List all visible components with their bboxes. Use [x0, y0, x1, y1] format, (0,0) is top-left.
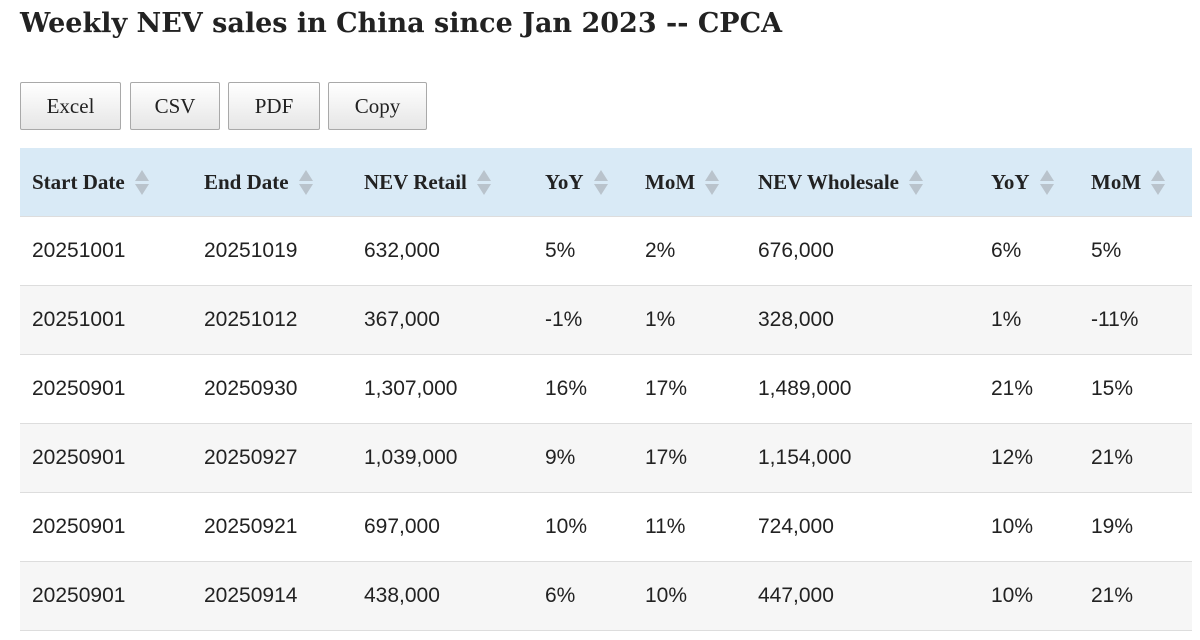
- column-header-label: MoM: [1091, 169, 1142, 194]
- cell-start-date: 20251001: [20, 285, 192, 355]
- cell-nev-wholesale: 1,489,000: [746, 354, 979, 424]
- cell-end-date: 20250914: [192, 561, 352, 631]
- cell-wholesale-mom: 5%: [1079, 216, 1192, 286]
- sort-both-icon: [1039, 169, 1054, 195]
- sales-table: Start Date End Date NEV Retail YoY MoM N…: [20, 148, 1192, 631]
- table-row: 20250901 20250921 697,000 10% 11% 724,00…: [20, 492, 1192, 562]
- cell-wholesale-mom: 21%: [1079, 423, 1192, 493]
- cell-end-date: 20250927: [192, 423, 352, 493]
- cell-wholesale-mom: -11%: [1079, 285, 1192, 355]
- cell-start-date: 20251001: [20, 216, 192, 286]
- cell-retail-yoy: 5%: [533, 216, 633, 286]
- sort-both-icon: [705, 169, 720, 195]
- cell-retail-mom: 11%: [633, 492, 746, 562]
- cell-end-date: 20251012: [192, 285, 352, 355]
- table-header-row: Start Date End Date NEV Retail YoY MoM N…: [20, 148, 1192, 217]
- table-row: 20250901 20250927 1,039,000 9% 17% 1,154…: [20, 423, 1192, 493]
- column-header-end-date[interactable]: End Date: [192, 148, 352, 217]
- cell-nev-retail: 367,000: [352, 285, 533, 355]
- cell-end-date: 20250930: [192, 354, 352, 424]
- cell-start-date: 20250901: [20, 492, 192, 562]
- cell-wholesale-yoy: 1%: [979, 285, 1079, 355]
- cell-retail-mom: 1%: [633, 285, 746, 355]
- cell-wholesale-mom: 21%: [1079, 561, 1192, 631]
- cell-retail-mom: 17%: [633, 354, 746, 424]
- cell-wholesale-yoy: 10%: [979, 492, 1079, 562]
- cell-retail-yoy: 10%: [533, 492, 633, 562]
- table-row: 20251001 20251019 632,000 5% 2% 676,000 …: [20, 216, 1192, 286]
- column-header-retail-yoy[interactable]: YoY: [533, 148, 633, 217]
- table-row: 20250901 20250930 1,307,000 16% 17% 1,48…: [20, 354, 1192, 424]
- column-header-nev-retail[interactable]: NEV Retail: [352, 148, 533, 217]
- page-title: Weekly NEV sales in China since Jan 2023…: [20, 8, 783, 39]
- column-header-label: MoM: [645, 169, 696, 194]
- column-header-label: YoY: [545, 169, 584, 194]
- column-header-label: NEV Wholesale: [758, 169, 899, 194]
- sort-both-icon: [593, 169, 608, 195]
- cell-wholesale-yoy: 10%: [979, 561, 1079, 631]
- column-header-label: YoY: [991, 169, 1030, 194]
- sort-both-icon: [909, 169, 923, 195]
- column-header-wholesale-mom[interactable]: MoM: [1079, 148, 1192, 217]
- cell-start-date: 20250901: [20, 561, 192, 631]
- cell-nev-wholesale: 676,000: [746, 216, 979, 286]
- cell-end-date: 20250921: [192, 492, 352, 562]
- cell-nev-retail: 1,039,000: [352, 423, 533, 493]
- cell-nev-wholesale: 447,000: [746, 561, 979, 631]
- sort-both-icon: [298, 169, 313, 195]
- cell-nev-retail: 1,307,000: [352, 354, 533, 424]
- cell-nev-retail: 632,000: [352, 216, 533, 286]
- cell-wholesale-mom: 19%: [1079, 492, 1192, 562]
- cell-retail-yoy: -1%: [533, 285, 633, 355]
- cell-nev-wholesale: 328,000: [746, 285, 979, 355]
- column-header-label: NEV Retail: [364, 169, 467, 194]
- cell-nev-retail: 438,000: [352, 561, 533, 631]
- column-header-start-date[interactable]: Start Date: [20, 148, 192, 217]
- table-row: 20250901 20250914 438,000 6% 10% 447,000…: [20, 561, 1192, 631]
- cell-end-date: 20251019: [192, 216, 352, 286]
- pdf-button[interactable]: PDF: [228, 82, 320, 130]
- csv-button[interactable]: CSV: [130, 82, 220, 130]
- cell-retail-yoy: 9%: [533, 423, 633, 493]
- cell-wholesale-yoy: 21%: [979, 354, 1079, 424]
- copy-button[interactable]: Copy: [328, 82, 427, 130]
- column-header-retail-mom[interactable]: MoM: [633, 148, 746, 217]
- cell-nev-wholesale: 724,000: [746, 492, 979, 562]
- cell-start-date: 20250901: [20, 354, 192, 424]
- table-row: 20251001 20251012 367,000 -1% 1% 328,000…: [20, 285, 1192, 355]
- column-header-label: End Date: [204, 169, 289, 194]
- cell-start-date: 20250901: [20, 423, 192, 493]
- sort-both-icon: [134, 169, 149, 195]
- cell-nev-wholesale: 1,154,000: [746, 423, 979, 493]
- column-header-label: Start Date: [32, 169, 125, 194]
- cell-wholesale-yoy: 6%: [979, 216, 1079, 286]
- sort-both-icon: [1151, 169, 1166, 195]
- column-header-nev-wholesale[interactable]: NEV Wholesale: [746, 148, 979, 217]
- cell-wholesale-mom: 15%: [1079, 354, 1192, 424]
- sort-both-icon: [476, 169, 491, 195]
- cell-nev-retail: 697,000: [352, 492, 533, 562]
- cell-retail-yoy: 6%: [533, 561, 633, 631]
- cell-retail-mom: 17%: [633, 423, 746, 493]
- cell-retail-yoy: 16%: [533, 354, 633, 424]
- excel-button[interactable]: Excel: [20, 82, 121, 130]
- cell-wholesale-yoy: 12%: [979, 423, 1079, 493]
- cell-retail-mom: 10%: [633, 561, 746, 631]
- cell-retail-mom: 2%: [633, 216, 746, 286]
- column-header-wholesale-yoy[interactable]: YoY: [979, 148, 1079, 217]
